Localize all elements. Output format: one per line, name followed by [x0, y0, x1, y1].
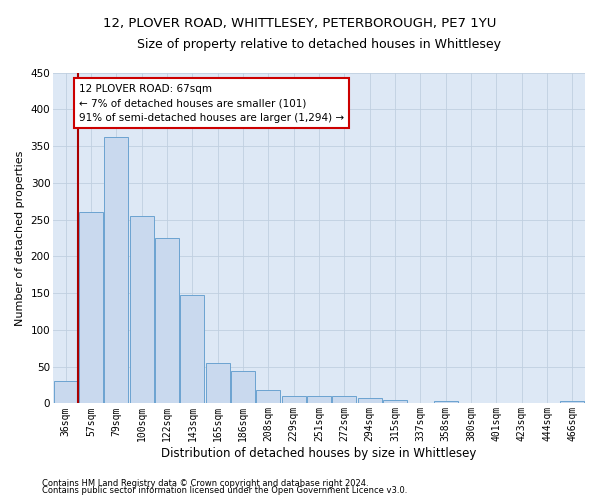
Bar — [104, 137, 128, 404]
Bar — [434, 401, 458, 404]
Text: 12, PLOVER ROAD, WHITTLESEY, PETERBOROUGH, PE7 1YU: 12, PLOVER ROAD, WHITTLESEY, PETERBOROUG… — [103, 18, 497, 30]
Bar — [256, 390, 280, 404]
X-axis label: Distribution of detached houses by size in Whittlesey: Distribution of detached houses by size … — [161, 447, 477, 460]
Text: Contains HM Land Registry data © Crown copyright and database right 2024.: Contains HM Land Registry data © Crown c… — [42, 478, 368, 488]
Bar — [206, 363, 230, 404]
Bar — [281, 396, 306, 404]
Bar — [560, 401, 584, 404]
Bar — [130, 216, 154, 404]
Bar — [54, 382, 78, 404]
Text: Contains public sector information licensed under the Open Government Licence v3: Contains public sector information licen… — [42, 486, 407, 495]
Bar — [231, 371, 255, 404]
Bar — [332, 396, 356, 404]
Y-axis label: Number of detached properties: Number of detached properties — [15, 150, 25, 326]
Bar — [155, 238, 179, 404]
Bar — [181, 294, 205, 404]
Bar — [79, 212, 103, 404]
Title: Size of property relative to detached houses in Whittlesey: Size of property relative to detached ho… — [137, 38, 501, 51]
Bar — [358, 398, 382, 404]
Bar — [383, 400, 407, 404]
Text: 12 PLOVER ROAD: 67sqm
← 7% of detached houses are smaller (101)
91% of semi-deta: 12 PLOVER ROAD: 67sqm ← 7% of detached h… — [79, 84, 344, 123]
Bar — [307, 396, 331, 404]
